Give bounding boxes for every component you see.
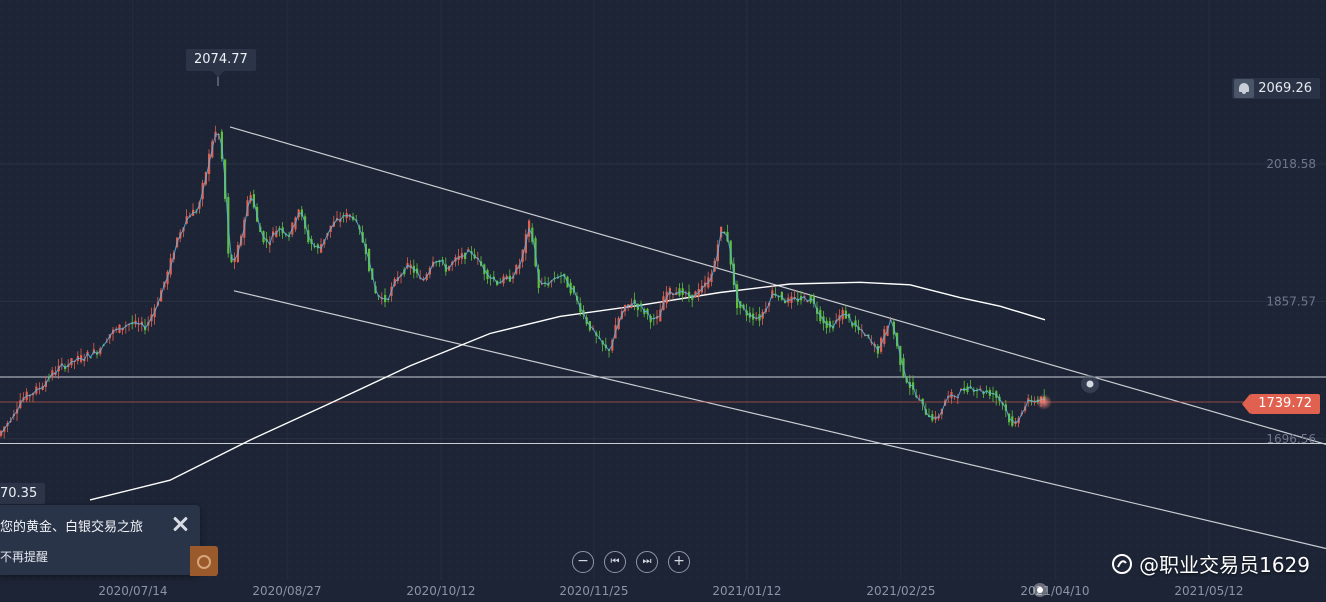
x-tick-label: 2021/02/25 (866, 584, 935, 598)
prev-button[interactable]: ⏮ (604, 551, 626, 573)
watermark: @职业交易员1629 (1111, 549, 1310, 578)
x-tick-label: 2020/11/25 (559, 584, 628, 598)
chart-controls: − ⏮ ⏭ + (572, 551, 690, 573)
channel-handle-dot (1086, 380, 1094, 388)
axis-labels: 2020/07/14 2020/08/27 2020/10/12 2020/11/25… (98, 157, 1316, 598)
alert-price-value: 2069.26 (1258, 81, 1312, 96)
weibo-logo-icon (1112, 553, 1133, 574)
y-tick-label: 2018.58 (1266, 157, 1316, 171)
settings-button[interactable] (190, 546, 218, 576)
candles (0, 125, 1046, 439)
zoom-out-button[interactable]: − (572, 551, 594, 573)
x-tick-label: 2021/05/12 (1174, 584, 1243, 598)
x-tick-label: 2020/08/27 (252, 584, 321, 598)
lower-channel-line (233, 290, 1326, 550)
next-button[interactable]: ⏭ (636, 551, 658, 573)
price-alert-tag[interactable]: 2069.26 (1232, 78, 1320, 99)
grid (0, 163, 1326, 440)
low-value-tooltip: 70.35 (0, 483, 46, 504)
x-tick-label: 2020/07/14 (98, 584, 167, 598)
y-tick-label: 1857.57 (1266, 294, 1316, 308)
close-line (0, 133, 1045, 434)
x-tick-label: 2021/04/10 (1020, 584, 1089, 598)
close-icon[interactable] (170, 514, 190, 534)
candle-body (128, 324, 131, 326)
zoom-in-button[interactable]: + (668, 551, 690, 573)
high-value-tooltip: 2074.77 (186, 49, 256, 77)
y-tick-label: 1696.56 (1266, 432, 1316, 446)
bell-icon[interactable] (1234, 79, 1255, 98)
x-tick-label: 2020/10/12 (406, 584, 475, 598)
x-tick-label: 2021/01/12 (712, 584, 781, 598)
notice-message: 您的黄金、白银交易之旅 (0, 520, 144, 535)
notice-popup: 您的黄金、白银交易之旅 不再提醒 (0, 505, 200, 575)
current-price-tag: 1739.72 (1242, 394, 1320, 414)
current-price-glow (1036, 393, 1052, 410)
time-handle-dot (1037, 587, 1043, 593)
watermark-text: @职业交易员1629 (1139, 553, 1310, 577)
markers (217, 71, 1099, 597)
dont-remind-link[interactable]: 不再提醒 (0, 550, 49, 564)
